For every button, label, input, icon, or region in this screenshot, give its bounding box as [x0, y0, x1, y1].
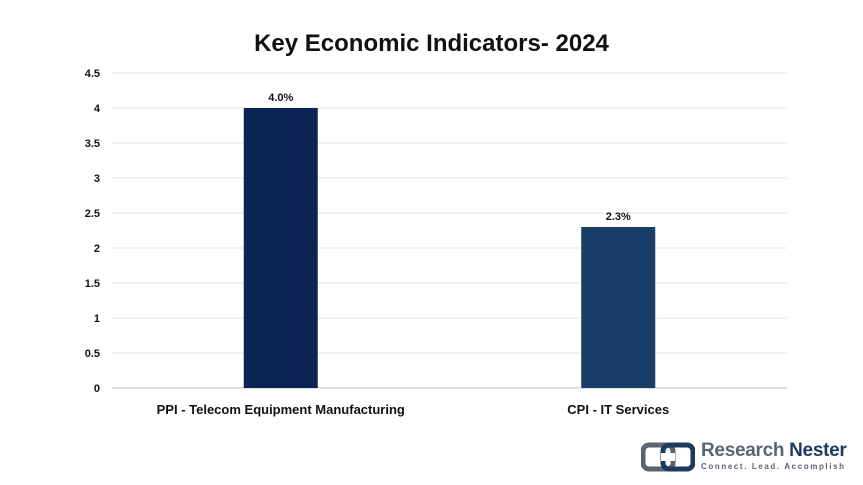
y-tick-label: 0	[94, 383, 100, 395]
brand-name-research: Research	[701, 440, 785, 461]
x-axis-categories: PPI - Telecom Equipment Manufacturing CPI…	[157, 402, 670, 417]
gridlines	[112, 72, 787, 389]
bar-1	[243, 108, 318, 388]
y-tick-label: 4.5	[85, 68, 100, 80]
brand-name: Research Nester	[701, 440, 847, 462]
y-tick-label: 3.5	[85, 138, 100, 150]
y-tick-label: 4	[94, 103, 101, 115]
y-tick-label: 2.5	[85, 208, 100, 220]
brand-logo: Research Nester Connect. Lead. Accomplis…	[641, 440, 856, 474]
bar-2	[581, 227, 656, 388]
chart-title: Key Economic Indicators- 2024	[254, 30, 609, 57]
brand-name-nester: Nester	[789, 440, 847, 461]
x-category-label: CPI - IT Services	[567, 402, 669, 417]
data-labels: 4.0% 2.3%	[268, 92, 631, 223]
bars	[243, 108, 656, 388]
y-tick-label: 2	[94, 243, 100, 255]
data-label: 2.3%	[606, 211, 631, 223]
y-tick-label: 0.5	[85, 348, 100, 360]
y-tick-label: 1.5	[85, 278, 100, 290]
research-nester-logo-icon	[641, 442, 695, 472]
data-label: 4.0%	[268, 92, 293, 104]
brand-tagline: Connect. Lead. Accomplish	[701, 462, 846, 471]
y-tick-label: 1	[94, 313, 100, 325]
x-category-label: PPI - Telecom Equipment Manufacturing	[157, 402, 405, 417]
y-tick-label: 3	[94, 173, 100, 185]
y-axis-ticks: 0 0.5 1 1.5 2 2.5 3 3.5 4 4.5	[85, 68, 101, 395]
